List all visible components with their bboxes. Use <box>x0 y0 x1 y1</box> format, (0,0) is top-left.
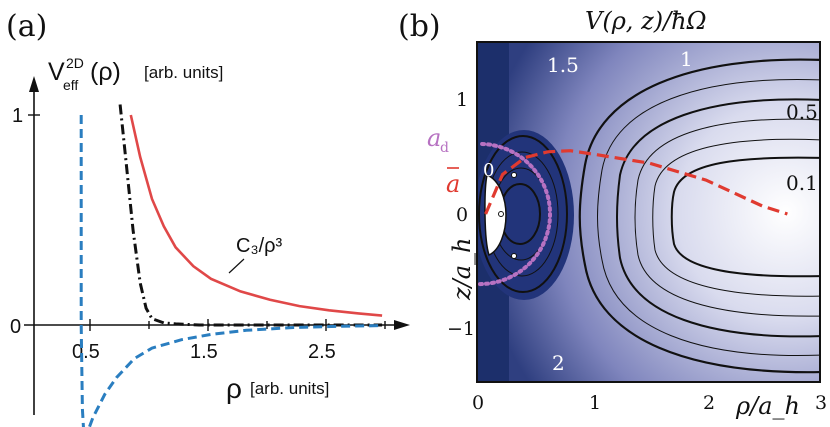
svg-text:V: V <box>48 58 65 86</box>
x-tick-label: 1.5 <box>190 341 218 363</box>
contour-label: 0 <box>483 160 494 181</box>
legend-a-bar: a <box>446 167 460 198</box>
x-axis-arrow <box>394 320 410 330</box>
svg-text:d: d <box>440 140 449 156</box>
svg-text:a: a <box>446 170 460 198</box>
marker <box>511 253 517 259</box>
svg-text:ρ: ρ <box>226 373 242 404</box>
x-tick-label: 0 <box>472 392 484 414</box>
contour-line <box>634 118 820 317</box>
annotation-c3: C₃/ρ³ <box>236 235 283 257</box>
y-tick-label: 1 <box>456 89 468 111</box>
svg-text:(ρ): (ρ) <box>90 58 121 86</box>
panel-b: (b) V(ρ, z)/ħΩ <box>398 7 827 420</box>
contour-map <box>477 42 820 382</box>
contour-label: 1.5 <box>547 53 579 77</box>
x-tick-label: 1 <box>589 392 601 414</box>
y-axis-unit: [arb. units] <box>144 63 223 82</box>
y-tick-label: 0 <box>456 204 468 226</box>
series-a-d <box>478 141 552 287</box>
contour-label: 0.5 <box>786 100 818 124</box>
panel-b-label: (b) <box>398 9 441 44</box>
dark-lobe <box>477 130 574 300</box>
x-tick-label: 2 <box>703 392 715 414</box>
series-c3-rho3 <box>129 114 383 317</box>
contour-line <box>597 78 820 357</box>
panel-a: (a) 1 0 0.5 1.5 2.5 V 2D eff (ρ) [arb. u… <box>6 9 410 427</box>
contour-line <box>652 138 820 297</box>
series-black-dashdot <box>118 104 383 327</box>
y-axis-title-b: z/a_h <box>448 238 476 302</box>
marker <box>498 211 504 217</box>
panel-a-label: (a) <box>6 9 47 44</box>
x-axis-title: ρ [arb. units] <box>226 373 329 404</box>
contour-01 <box>670 156 820 278</box>
svg-text:a: a <box>427 124 441 152</box>
series-blue-dashed <box>79 115 383 427</box>
x-axis-unit: [arb. units] <box>250 379 329 398</box>
panel-b-title: V(ρ, z)/ħΩ <box>585 7 707 35</box>
contour-1 <box>578 58 820 374</box>
y-tick-label: −1 <box>447 318 475 340</box>
contour-label: 0.1 <box>786 171 818 195</box>
contour-label: 1 <box>680 47 693 71</box>
contour-05 <box>616 98 820 338</box>
x-tick-label: 3 <box>815 392 827 414</box>
plot-frame <box>476 41 821 383</box>
x-axis-title-b: ρ/a_h <box>735 392 800 420</box>
x-tick-label: 2.5 <box>308 341 336 363</box>
white-region <box>484 173 507 257</box>
series-a-bar <box>484 149 788 216</box>
legend-a-d: a d <box>427 124 449 156</box>
y-tick-label: 1 <box>12 105 23 127</box>
y-axis-title: V 2D eff (ρ) [arb. units] <box>48 55 223 93</box>
contour-inner <box>478 135 568 293</box>
svg-text:eff: eff <box>63 77 78 93</box>
annotation-pointer <box>228 258 245 274</box>
contour-label: 2 <box>552 351 565 375</box>
x-tick-label: 0.5 <box>72 341 100 363</box>
marker <box>511 172 517 178</box>
y-tick-label: 0 <box>10 316 21 338</box>
svg-text:2D: 2D <box>66 55 84 71</box>
y-axis-arrow <box>29 76 39 92</box>
